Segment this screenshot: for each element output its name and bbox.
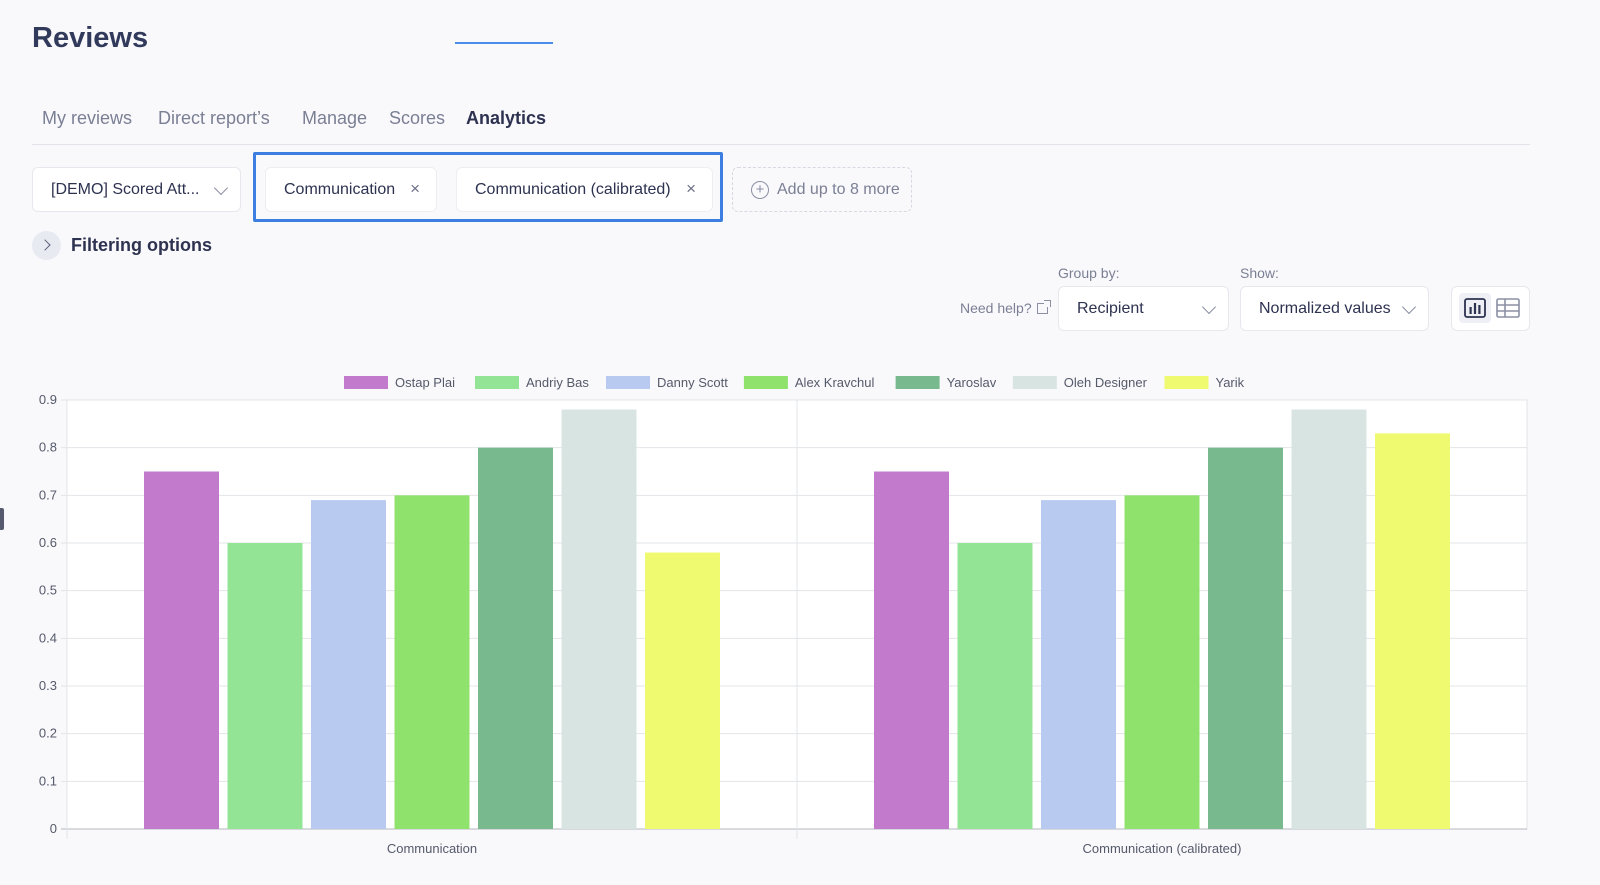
legend-label: Andriy Bas	[526, 375, 589, 390]
bar-ostap-plai	[874, 471, 949, 829]
close-icon[interactable]: ×	[410, 179, 420, 198]
bar-oleh-designer	[1291, 409, 1367, 829]
bar-ostap-plai	[144, 471, 219, 829]
need-help-link[interactable]: Need help?	[960, 300, 1051, 316]
bar-oleh-designer	[561, 409, 637, 829]
legend-label: Danny Scott	[657, 375, 728, 390]
tab-manage[interactable]: Manage	[302, 108, 368, 128]
table-icon[interactable]	[1492, 293, 1524, 323]
chip-label: Communication	[284, 180, 396, 198]
tab-direct-reports[interactable]: Direct report’s	[158, 108, 270, 128]
x-tick-label: Communication (calibrated)	[1083, 841, 1242, 856]
chevron-down-icon	[1201, 299, 1217, 314]
plus-circle-icon: +	[751, 180, 769, 199]
legend-swatch	[606, 376, 650, 389]
legend-label: Yarik	[1216, 375, 1245, 390]
y-tick-label: 0.3	[39, 678, 57, 693]
y-tick-label: 0.1	[39, 773, 57, 788]
y-tick-label: 0.7	[39, 487, 57, 502]
group-by-select[interactable]: Recipient	[1058, 286, 1229, 331]
bar-chart: 0 0.1 0.2 0.3 0.4 0.5 0.6 0.7 0.8 0.9 Communicatio…	[39, 375, 1528, 856]
legend-swatch	[344, 376, 388, 389]
survey-select-value: [DEMO] Scored Att...	[51, 180, 200, 198]
show-label: Show:	[1240, 265, 1279, 281]
legend-swatch	[1012, 376, 1057, 389]
bar-danny-scott	[1041, 500, 1116, 829]
chevron-down-icon	[213, 180, 229, 195]
view-mode-toggle	[1451, 286, 1530, 331]
y-tick-label: 0.4	[39, 630, 57, 645]
show-value: Normalized values	[1259, 299, 1391, 317]
page-title: Reviews	[32, 22, 149, 54]
selected-attributes-highlight	[253, 152, 723, 222]
close-icon[interactable]: ×	[686, 179, 696, 198]
legend-swatch	[475, 376, 519, 389]
bar-yarik	[645, 552, 720, 829]
bar-yaroslav	[478, 447, 553, 829]
y-tick-label: 0.2	[39, 726, 57, 741]
bar-chart-icon[interactable]	[1459, 293, 1491, 323]
chip-label: Communication (calibrated)	[475, 180, 671, 198]
y-tick-label: 0.9	[39, 392, 57, 407]
chevron-down-icon	[1401, 299, 1417, 314]
bar-alex-kravchul	[1124, 495, 1200, 829]
need-help-label: Need help?	[960, 300, 1032, 316]
legend-swatch	[895, 376, 940, 389]
bar-danny-scott	[311, 500, 386, 829]
chevron-right-icon[interactable]	[32, 231, 61, 260]
survey-select[interactable]: [DEMO] Scored Att...	[32, 167, 241, 212]
bar-andriy-bas	[227, 543, 303, 829]
bar-alex-kravchul	[394, 495, 470, 829]
legend-swatch	[743, 376, 788, 389]
add-attribute-button[interactable]: + Add up to 8 more	[732, 167, 912, 212]
y-tick-label: 0.6	[39, 535, 57, 550]
add-attribute-label: Add up to 8 more	[777, 180, 900, 198]
group-by-label: Group by:	[1058, 265, 1120, 281]
y-tick-label: 0.8	[39, 440, 57, 455]
legend-label: Oleh Designer	[1064, 375, 1148, 390]
external-link-icon	[1036, 300, 1051, 314]
tab-scores[interactable]: Scores	[389, 108, 446, 128]
legend-label: Yaroslav	[947, 375, 997, 390]
active-tab-indicator	[455, 42, 553, 44]
filtering-options-toggle[interactable]: Filtering options	[71, 235, 212, 255]
attribute-chip-communication[interactable]: Communication ×	[265, 167, 437, 212]
bar-yaroslav	[1208, 447, 1283, 829]
legend-label: Ostap Plai	[395, 375, 455, 390]
x-tick-label: Communication	[387, 841, 477, 856]
group-by-value: Recipient	[1077, 299, 1144, 317]
legend-label: Alex Kravchul	[795, 375, 875, 390]
tab-analytics[interactable]: Analytics	[466, 108, 547, 128]
tab-my-reviews[interactable]: My reviews	[42, 108, 133, 128]
sidebar-handle[interactable]	[0, 508, 4, 530]
legend-swatch	[1164, 376, 1209, 389]
bar-yarik	[1375, 433, 1450, 829]
bar-andriy-bas	[957, 543, 1033, 829]
y-tick-label: 0.5	[39, 583, 57, 598]
show-select[interactable]: Normalized values	[1240, 286, 1429, 331]
attribute-chip-communication-calibrated[interactable]: Communication (calibrated) ×	[456, 167, 713, 212]
y-tick-label: 0	[50, 821, 57, 836]
tab-bar: My reviews Direct report’s Manage Scores…	[32, 100, 1530, 145]
